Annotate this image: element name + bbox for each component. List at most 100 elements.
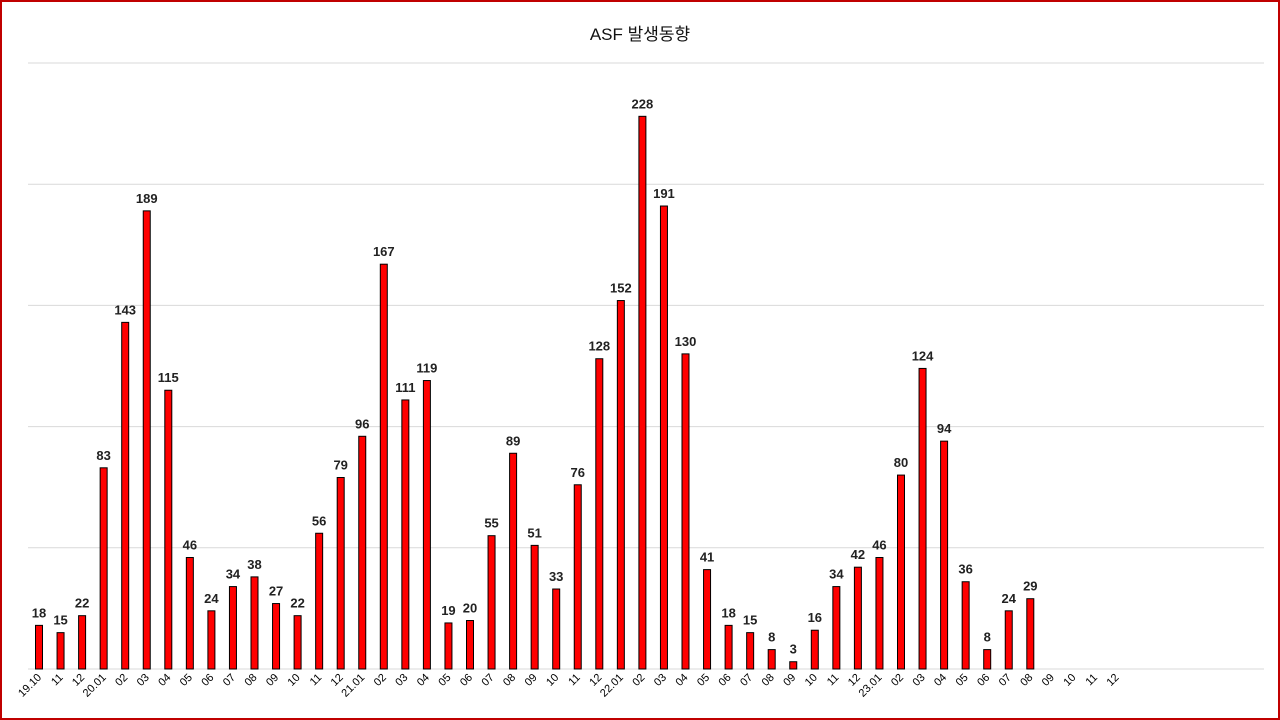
- x-tick-label: 08: [501, 672, 518, 689]
- value-label: 41: [700, 550, 714, 565]
- value-label: 33: [549, 569, 563, 584]
- value-label: 167: [373, 244, 395, 259]
- bar: [897, 474, 905, 670]
- bars: [35, 115, 1035, 670]
- bar: [401, 399, 410, 670]
- bar: [832, 586, 841, 670]
- bar: [616, 300, 625, 670]
- x-tick-label: 22.01: [598, 672, 626, 700]
- x-tick-label: 02: [372, 672, 389, 689]
- value-label: 8: [984, 630, 991, 645]
- value-label: 8: [768, 630, 775, 645]
- value-label: 119: [416, 361, 437, 376]
- x-tick-label: 12: [1104, 672, 1121, 689]
- bar: [272, 603, 281, 670]
- bar: [810, 629, 819, 670]
- value-label: 111: [395, 380, 415, 395]
- bar: [703, 569, 712, 670]
- x-tick-label: 06: [975, 672, 992, 689]
- bar: [530, 544, 539, 670]
- value-label: 143: [114, 302, 136, 317]
- x-tick-label: 11: [49, 672, 66, 689]
- value-label: 18: [721, 605, 735, 620]
- bar: [767, 649, 776, 670]
- bar: [875, 556, 884, 670]
- x-tick-label: 06: [717, 672, 734, 689]
- x-tick-label: 10: [286, 672, 303, 689]
- value-label: 76: [571, 465, 585, 480]
- x-tick-label: 19.10: [16, 672, 44, 700]
- bar: [659, 205, 668, 670]
- bar: [250, 576, 259, 670]
- x-tick-label: 08: [760, 672, 777, 689]
- bar: [487, 535, 496, 670]
- x-tick-label: 11: [566, 672, 583, 689]
- bar: [78, 615, 87, 670]
- x-tick-label: 03: [911, 672, 928, 689]
- value-label: 34: [226, 567, 241, 582]
- bar: [681, 353, 690, 670]
- x-tick-label: 05: [178, 672, 195, 689]
- value-label: 15: [53, 613, 67, 628]
- value-label: 20: [463, 601, 477, 616]
- bar: [638, 115, 647, 670]
- bar: [746, 632, 755, 670]
- x-tick-label: 03: [393, 672, 410, 689]
- x-tick-label: 08: [242, 672, 259, 689]
- x-tick-label: 03: [135, 672, 152, 689]
- x-tick-label: 03: [652, 672, 669, 689]
- value-label: 55: [484, 516, 498, 531]
- x-tick-label: 02: [889, 672, 906, 689]
- bar: [121, 321, 130, 670]
- value-label: 191: [653, 186, 675, 201]
- x-tick-label: 05: [695, 672, 712, 689]
- value-label: 51: [527, 525, 541, 540]
- bar: [983, 649, 992, 670]
- bar: [142, 210, 151, 670]
- x-tick-label: 07: [997, 672, 1014, 689]
- value-label: 128: [588, 339, 610, 354]
- bar: [1026, 598, 1035, 670]
- value-label: 15: [743, 613, 757, 628]
- bar: [509, 452, 518, 670]
- bar: [379, 263, 388, 670]
- x-tick-label: 10: [803, 672, 820, 689]
- value-label: 130: [675, 334, 697, 349]
- value-label: 42: [851, 547, 865, 562]
- x-tick-label: 09: [523, 672, 540, 689]
- value-label: 79: [333, 458, 347, 473]
- x-tick-label: 08: [1018, 672, 1035, 689]
- bar: [99, 467, 108, 670]
- x-tick-label: 06: [458, 672, 475, 689]
- bar: [1004, 610, 1013, 670]
- value-label: 124: [912, 348, 934, 363]
- x-tick-label: 10: [544, 672, 561, 689]
- bar: [336, 477, 345, 670]
- x-tick-label: 21.01: [339, 672, 367, 700]
- value-label: 83: [96, 448, 110, 463]
- value-label: 56: [312, 513, 326, 528]
- value-label: 94: [937, 421, 952, 436]
- value-label: 89: [506, 433, 520, 448]
- bar: [228, 586, 237, 670]
- bar: [358, 435, 367, 670]
- value-label: 38: [247, 557, 261, 572]
- x-tick-label: 05: [436, 672, 453, 689]
- bar: [595, 358, 604, 670]
- value-label: 19: [441, 603, 455, 618]
- bar: [444, 622, 453, 670]
- value-label: 24: [204, 591, 219, 606]
- bar: [853, 566, 862, 670]
- bar: [164, 389, 173, 670]
- value-label: 189: [136, 191, 158, 206]
- value-label: 27: [269, 584, 283, 599]
- x-tick-label: 11: [308, 672, 325, 689]
- x-tick-label: 04: [932, 672, 949, 689]
- value-label: 18: [32, 605, 46, 620]
- value-label: 46: [183, 537, 197, 552]
- value-label: 115: [158, 370, 179, 385]
- x-tick-label: 11: [825, 672, 842, 689]
